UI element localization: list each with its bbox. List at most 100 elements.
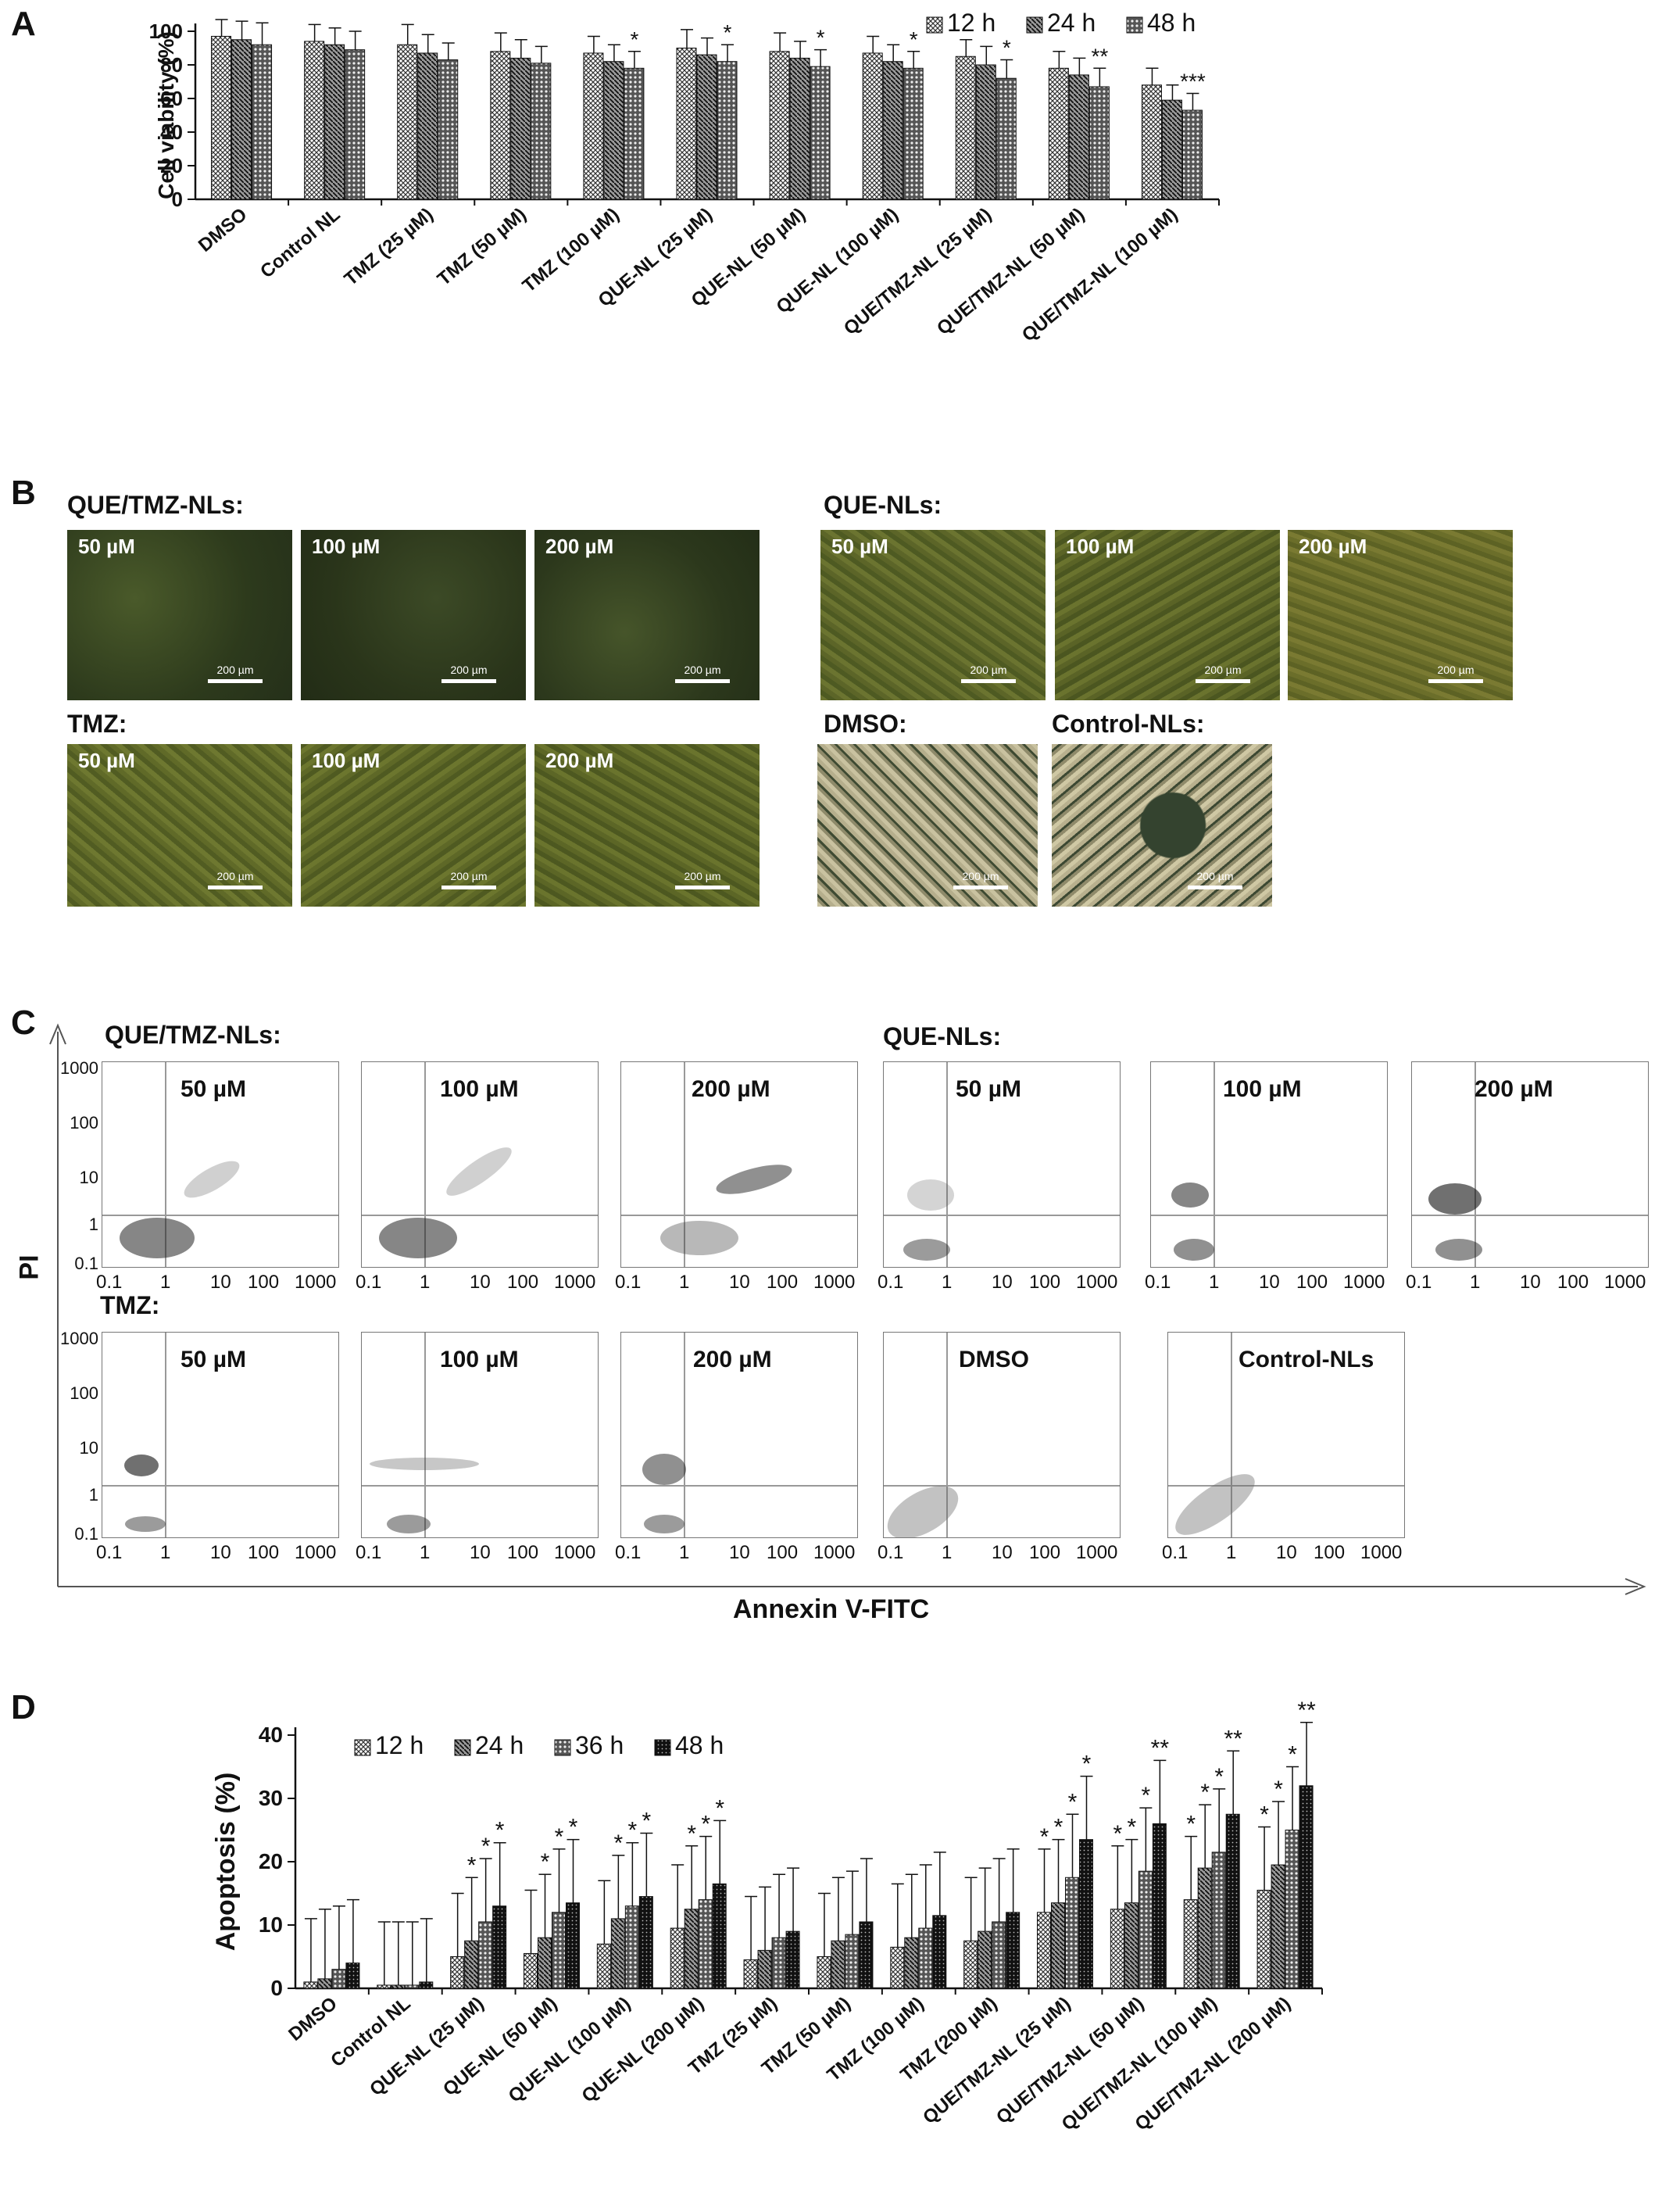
bar: [1197, 1867, 1212, 1989]
xtick: 10: [470, 1542, 491, 1563]
xtick: 1000: [813, 1272, 856, 1293]
x-tick-label: QUE-NL (200 µM): [578, 1993, 709, 2107]
conc-label: 200 µM: [1299, 535, 1367, 558]
bar: [743, 1959, 758, 1989]
significance-mark: *: [569, 1815, 578, 1841]
xtick: 1: [679, 1272, 690, 1293]
significance-mark: *: [817, 26, 825, 50]
significance-mark: *: [467, 1852, 477, 1878]
bar: [419, 1981, 434, 1989]
bar: [324, 44, 345, 200]
significance-mark: *: [1142, 1783, 1151, 1809]
xtick: 1: [160, 1542, 171, 1563]
ytick: 1: [88, 1215, 98, 1234]
significance-mark: **: [1091, 44, 1108, 68]
bar: [1271, 1864, 1285, 1989]
ytick: 1000: [60, 1058, 98, 1078]
bar: [531, 63, 552, 200]
flow-dots: [124, 1455, 166, 1532]
xtick: 1000: [554, 1542, 596, 1563]
y-tick-label: 0: [270, 1976, 283, 2000]
conc-label: 50 µM: [78, 535, 135, 558]
micrograph-control-nls: 200 µm: [1052, 744, 1272, 907]
y-tick-label: 20: [160, 154, 183, 177]
bar: [676, 48, 697, 200]
scale-bar: 200 µm: [441, 664, 496, 683]
flow-plot-que-50: 50 µM 0.1 1 10 100 1000: [878, 1061, 1121, 1293]
bar: [831, 1940, 845, 1989]
xtick: 1: [1470, 1272, 1481, 1293]
ytick: 100: [70, 1383, 98, 1403]
xtick: 1000: [295, 1542, 337, 1563]
flow-tmz-title: TMZ:: [100, 1291, 160, 1319]
bar: [992, 1921, 1006, 1989]
y-axis-label: Apoptosis (%): [211, 1773, 241, 1952]
micrograph-tmz-50: 50 µM 200 µm: [67, 744, 292, 907]
ytick: 1: [88, 1485, 98, 1505]
scale-bar: 200 µm: [675, 870, 730, 889]
significance-mark: *: [1288, 1742, 1297, 1768]
bar: [303, 1981, 318, 1989]
significance-mark: *: [1274, 1777, 1283, 1802]
bar: [845, 1934, 860, 1989]
bar: [524, 1952, 538, 1989]
flow-dots: [660, 1165, 792, 1255]
flow-xticks: 0.1 1 10 100 1000: [1162, 1542, 1404, 1565]
bar: [1110, 1909, 1124, 1989]
xtick: 10: [210, 1272, 231, 1293]
bar: [450, 1956, 465, 1989]
legend-swatch: [926, 16, 943, 34]
legend-swatch: [454, 1739, 471, 1756]
xtick: 100: [1557, 1272, 1589, 1293]
bar: [904, 1937, 919, 1989]
xtick: 10: [729, 1542, 750, 1563]
xtick: 0.1: [878, 1542, 904, 1563]
micrograph-que-tmz-100: 100 µM 200 µm: [301, 530, 526, 700]
xtick: 1000: [1343, 1272, 1385, 1293]
significance-mark: *: [1113, 1821, 1123, 1847]
xtick: 1000: [295, 1272, 337, 1293]
flow-xticks: 0.1 1 10 100 1000: [615, 1542, 857, 1565]
dmso-title: DMSO:: [824, 710, 907, 738]
xtick: 1000: [554, 1272, 596, 1293]
scale-label: 200 µm: [1204, 664, 1242, 676]
bar: [1006, 1912, 1021, 1989]
scale-bar: 200 µm: [961, 664, 1016, 683]
xtick: 0.1: [615, 1542, 642, 1563]
conc-label: 200 µM: [545, 749, 614, 772]
xtick: 10: [992, 1542, 1013, 1563]
significance-mark: **: [1224, 1726, 1243, 1752]
bar: [882, 61, 903, 200]
conc-label: 200 µM: [693, 1347, 772, 1372]
legend-label: 48 h: [675, 1731, 724, 1759]
bar: [785, 1930, 800, 1989]
flow-plot-tmz-100: 100 µM 0.1 1 10 100 1000: [356, 1332, 599, 1563]
flow-xticks: 0.1 1 10 100 1000: [1145, 1272, 1387, 1295]
bar: [1124, 1902, 1138, 1989]
bar: [345, 49, 366, 200]
conc-label: 200 µM: [692, 1076, 770, 1102]
bar: [438, 59, 459, 200]
bar: [817, 1956, 831, 1989]
scale-bar: 200 µm: [208, 870, 263, 889]
bar: [331, 1969, 346, 1989]
bar: [624, 1905, 639, 1989]
bar: [566, 1902, 580, 1989]
significance-mark: *: [495, 1818, 505, 1844]
legend-label: 48 h: [1147, 9, 1196, 37]
x-tick-label: Control NL: [256, 204, 344, 282]
flow-xticks: 0.1 1 10 100 1000: [96, 1272, 338, 1295]
x-tick-label: DMSO: [284, 1993, 341, 2045]
flow-dots: [903, 1179, 954, 1261]
flow-dots: [1428, 1183, 1482, 1261]
bar: [1183, 1899, 1198, 1989]
bar: [769, 51, 790, 200]
flow-xticks: 0.1 1 10 100 1000: [878, 1272, 1120, 1295]
xtick: 100: [248, 1542, 280, 1563]
panel-letter-c: C: [11, 1004, 36, 1042]
bar: [1141, 84, 1162, 200]
x-tick-label: QUE/TMZ-NL (50 µM): [933, 204, 1088, 339]
significance-mark: *: [555, 1824, 564, 1850]
conc-label: 100 µM: [312, 749, 381, 772]
bar: [890, 1946, 905, 1989]
